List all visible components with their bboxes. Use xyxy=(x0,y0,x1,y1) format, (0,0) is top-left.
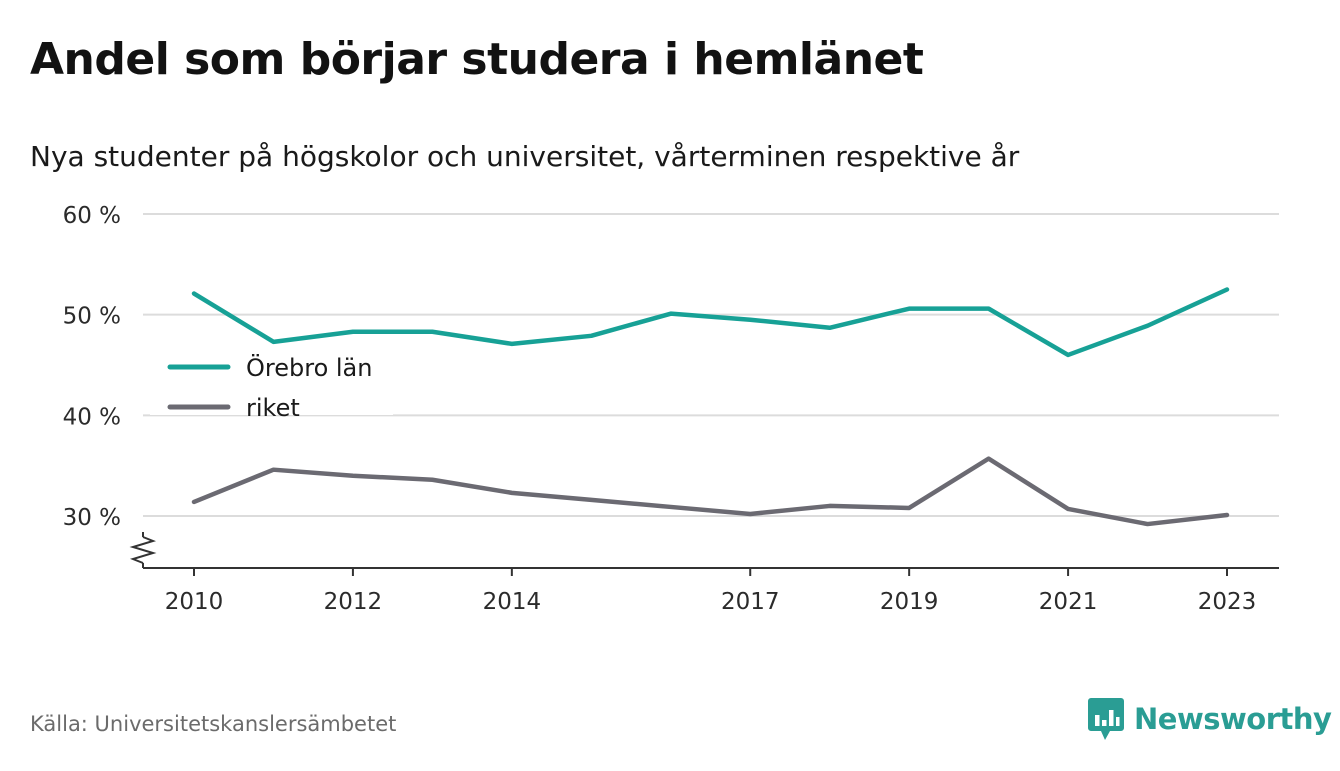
source-note: Källa: Universitetskanslersämbetet xyxy=(30,712,397,736)
chart-title: Andel som börjar studera i hemlänet xyxy=(30,34,924,85)
x-tick-label: 2019 xyxy=(880,589,939,615)
y-tick-label: 50 % xyxy=(63,304,121,330)
brand-name: Newsworthy xyxy=(1134,702,1332,736)
y-tick-label: 60 % xyxy=(63,203,121,229)
legend-label: Örebro län xyxy=(246,353,372,382)
brand-logo: Newsworthy xyxy=(1088,698,1332,740)
legend: Örebro län riket xyxy=(150,345,393,422)
y-axis-ticks: 60 % 50 % 40 % 30 % xyxy=(63,203,121,531)
x-tick-label: 2023 xyxy=(1198,589,1257,615)
x-tick-label: 2012 xyxy=(324,589,383,615)
axes xyxy=(129,532,1279,569)
legend-background xyxy=(150,345,393,415)
y-tick-label: 40 % xyxy=(63,404,121,430)
x-tick-label: 2010 xyxy=(165,589,224,615)
series-line-0 xyxy=(191,287,1230,358)
x-tick-label: 2014 xyxy=(483,589,542,615)
bar-chart-speech-bubble-icon xyxy=(1088,698,1124,740)
x-tick-label: 2021 xyxy=(1039,589,1098,615)
x-axis-ticks: 2010 2012 2014 2017 2019 2021 2023 xyxy=(165,568,1257,615)
y-tick-label: 30 % xyxy=(63,505,121,531)
chart-subtitle: Nya studenter på högskolor och universit… xyxy=(30,140,1020,173)
series-lines xyxy=(191,287,1230,527)
legend-label: riket xyxy=(246,394,300,422)
x-tick-label: 2017 xyxy=(721,589,780,615)
gridlines xyxy=(143,213,1279,517)
series-line-1 xyxy=(191,456,1230,527)
axis-break-icon xyxy=(129,536,157,564)
